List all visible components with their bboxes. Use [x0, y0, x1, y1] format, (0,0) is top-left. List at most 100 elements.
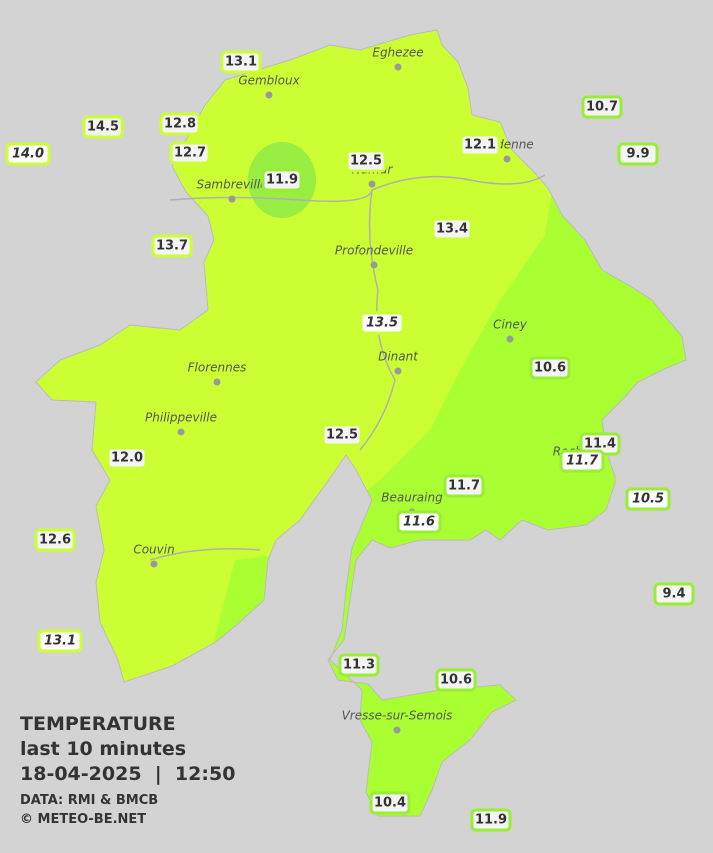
station-value: 13.7	[156, 239, 188, 254]
station-box	[359, 311, 405, 335]
station: 13.5	[359, 311, 405, 335]
station: 10.6	[529, 356, 571, 380]
city-name: Couvin	[133, 543, 174, 557]
station-value: 11.9	[266, 173, 298, 188]
station-value: 11.7	[566, 454, 599, 469]
station-box	[625, 487, 671, 511]
station-box	[459, 133, 501, 157]
station-box	[5, 142, 51, 166]
station: 11.9	[261, 168, 303, 192]
city-dot	[177, 428, 185, 436]
station-box	[470, 808, 512, 832]
station-value: 10.4	[374, 796, 406, 811]
station-box	[338, 653, 380, 677]
station-box	[82, 115, 124, 139]
station: 14.5	[82, 115, 124, 139]
city-name: Profondeville	[335, 244, 413, 258]
station: 12.8	[159, 112, 201, 136]
city-name: Vresse-sur-Semois	[342, 709, 453, 723]
city-dot	[370, 261, 378, 269]
station: 11.7	[443, 474, 485, 498]
zone-cool	[212, 555, 275, 648]
station-value: 12.0	[111, 451, 143, 466]
station: 10.4	[369, 791, 411, 815]
station: 9.4	[653, 582, 695, 606]
station: 11.9	[470, 808, 512, 832]
station: 11.3	[338, 653, 380, 677]
city-dot	[265, 91, 273, 99]
city-name: Ciney	[493, 318, 528, 332]
city-name: Beauraing	[381, 491, 443, 505]
caption: TEMPERATURE last 10 minutes 18-04-2025 |…	[20, 713, 235, 827]
station-box	[443, 474, 485, 498]
city-dot	[368, 180, 376, 188]
city-name: Sambreville	[196, 178, 267, 192]
station-box	[617, 142, 659, 166]
city-dot	[150, 560, 158, 568]
station-value: 12.6	[39, 533, 71, 548]
station: 14.0	[5, 142, 51, 166]
station-box	[34, 528, 76, 552]
stations: 13.1 14.5 12.8 14.0 12.7 11.9 12.5 12.1 10.7 9.9 1…	[5, 50, 695, 832]
station-value: 11.7	[448, 479, 480, 494]
station-value: 13.1	[44, 634, 76, 649]
city-dot	[213, 378, 221, 386]
station: 11.6	[396, 510, 442, 534]
station: 12.0	[106, 446, 148, 470]
station-box	[653, 582, 695, 606]
city-dot	[503, 155, 511, 163]
station-value: 10.5	[632, 492, 664, 507]
station-box	[435, 668, 477, 692]
station: 12.1	[459, 133, 501, 157]
station-value: 9.9	[626, 147, 649, 162]
station-value: 10.6	[440, 673, 472, 688]
station-value: 10.6	[534, 361, 566, 376]
station-value: 13.1	[225, 55, 257, 70]
station: 10.5	[625, 487, 671, 511]
station-box	[169, 141, 211, 165]
station: 9.9	[617, 142, 659, 166]
station-value: 11.6	[403, 515, 435, 530]
city-name: Dinant	[378, 350, 419, 364]
station: 12.7	[169, 141, 211, 165]
station-box	[106, 446, 148, 470]
station-value: 10.7	[586, 100, 618, 115]
caption-title: TEMPERATURE	[20, 713, 176, 735]
station: 13.7	[151, 234, 193, 258]
station-value: 12.5	[350, 154, 382, 169]
station: 13.1	[220, 50, 262, 74]
station-box	[261, 168, 303, 192]
station: 12.5	[345, 149, 387, 173]
station-box	[581, 95, 623, 119]
station-box	[396, 510, 442, 534]
city-dot	[394, 367, 402, 375]
station-value: 12.7	[174, 146, 206, 161]
station-value: 11.4	[584, 437, 616, 452]
station-box	[369, 791, 411, 815]
city-name: Gembloux	[238, 74, 300, 88]
station-box	[151, 234, 193, 258]
city-dot	[394, 63, 402, 71]
station-value: 12.8	[164, 117, 196, 132]
station-box	[559, 449, 605, 473]
station-value: 13.5	[366, 316, 398, 331]
station: 13.4	[431, 217, 473, 241]
city-dot	[506, 335, 514, 343]
station-value: 11.9	[475, 813, 507, 828]
city-name: Eghezee	[372, 46, 423, 60]
station-value: 13.4	[436, 222, 468, 237]
city-name: Florennes	[188, 361, 247, 375]
city-dot	[228, 195, 236, 203]
station-value: 9.4	[662, 587, 685, 602]
station-box	[321, 423, 363, 447]
caption-copyright: © METEO-BE.NET	[20, 812, 146, 827]
station-value: 14.0	[12, 147, 44, 162]
station-box	[159, 112, 201, 136]
caption-source: DATA: RMI & BMCB	[20, 793, 158, 808]
station: 12.5	[321, 423, 363, 447]
station-box	[220, 50, 262, 74]
station-box	[529, 356, 571, 380]
caption-datetime: 18-04-2025 | 12:50	[20, 763, 235, 785]
station-value: 11.3	[343, 658, 375, 673]
